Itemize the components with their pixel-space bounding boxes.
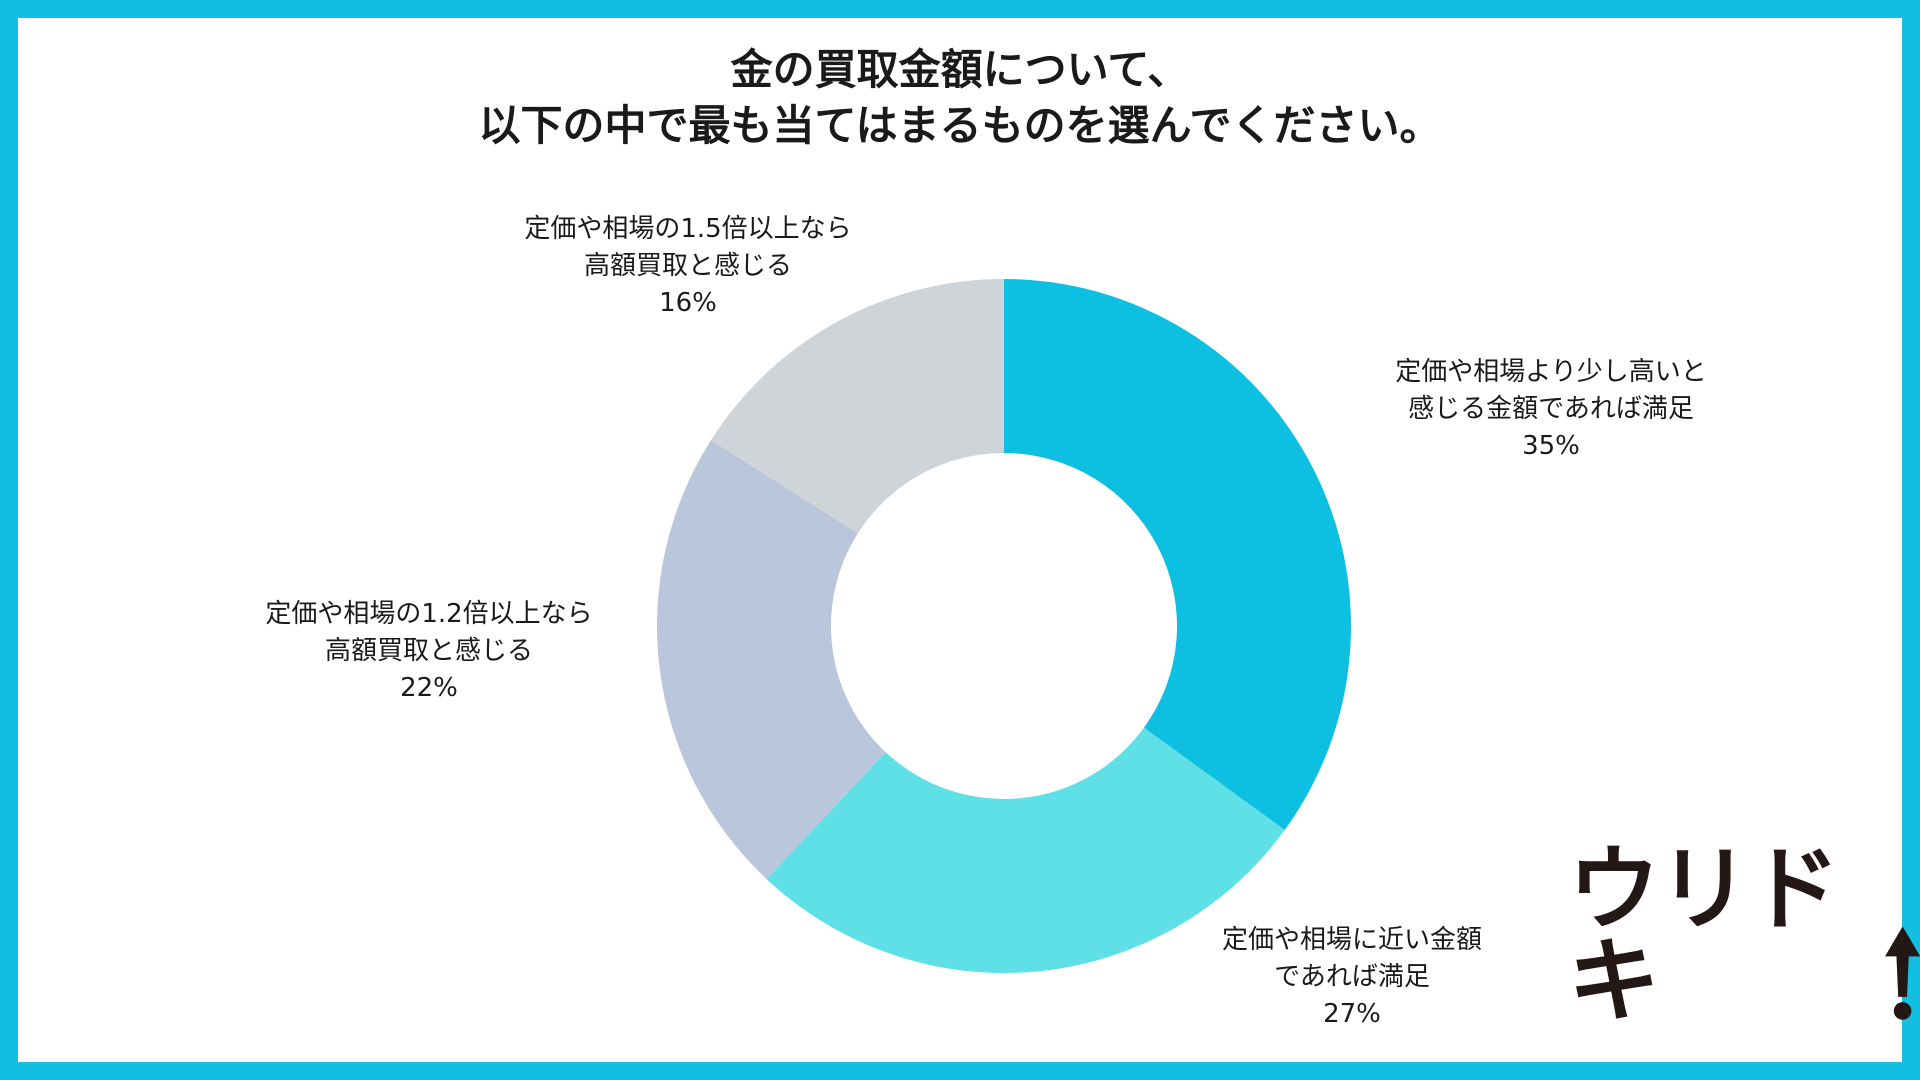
slice-value-1: 35% (1522, 431, 1580, 461)
slice-label-4: 定価や相場の1.5倍以上なら 高額買取と感じる 16% (524, 211, 851, 322)
slice-label-1-line-1: 定価や相場より少し高いと (1395, 357, 1707, 387)
slice-label-3: 定価や相場の1.2倍以上なら 高額買取と感じる 22% (265, 596, 592, 707)
slice-label-1: 定価や相場より少し高いと 感じる金額であれば満足 35% (1395, 354, 1706, 465)
slice-value-3: 22% (400, 673, 458, 703)
slice-label-3-line-1: 定価や相場の1.2倍以上なら (265, 599, 593, 629)
slice-label-4-line-1: 定価や相場の1.5倍以上なら (524, 214, 852, 244)
logo-text: ウリドキ (1568, 836, 1840, 1035)
slice-value-2: 27% (1323, 999, 1381, 1029)
slice-label-2-line-2: であれば満足 (1274, 962, 1430, 992)
donut-slice-1 (1004, 279, 1351, 830)
up-arrow-icon (1884, 926, 1920, 1020)
slice-label-2: 定価や相場に近い金額 であれば満足 27% (1222, 922, 1482, 1033)
donut-slice-2 (766, 727, 1285, 973)
donut-slice-4 (711, 279, 1004, 534)
uridoki-logo: ウリドキ (1568, 844, 1920, 1028)
chart-title-line-2: 以下の中で最も当てはまるものを選んでください。 (478, 101, 1442, 150)
donut-slice-3 (657, 440, 886, 879)
slice-label-3-line-2: 高額買取と感じる (324, 636, 534, 666)
slice-label-2-line-1: 定価や相場に近い金額 (1221, 925, 1483, 955)
slice-label-1-line-2: 感じる金額であれば満足 (1408, 394, 1694, 424)
chart-title-line-1: 金の買取金額について、 (730, 45, 1190, 94)
slice-label-4-line-2: 高額買取と感じる (583, 251, 793, 281)
slice-value-4: 16% (659, 288, 717, 318)
